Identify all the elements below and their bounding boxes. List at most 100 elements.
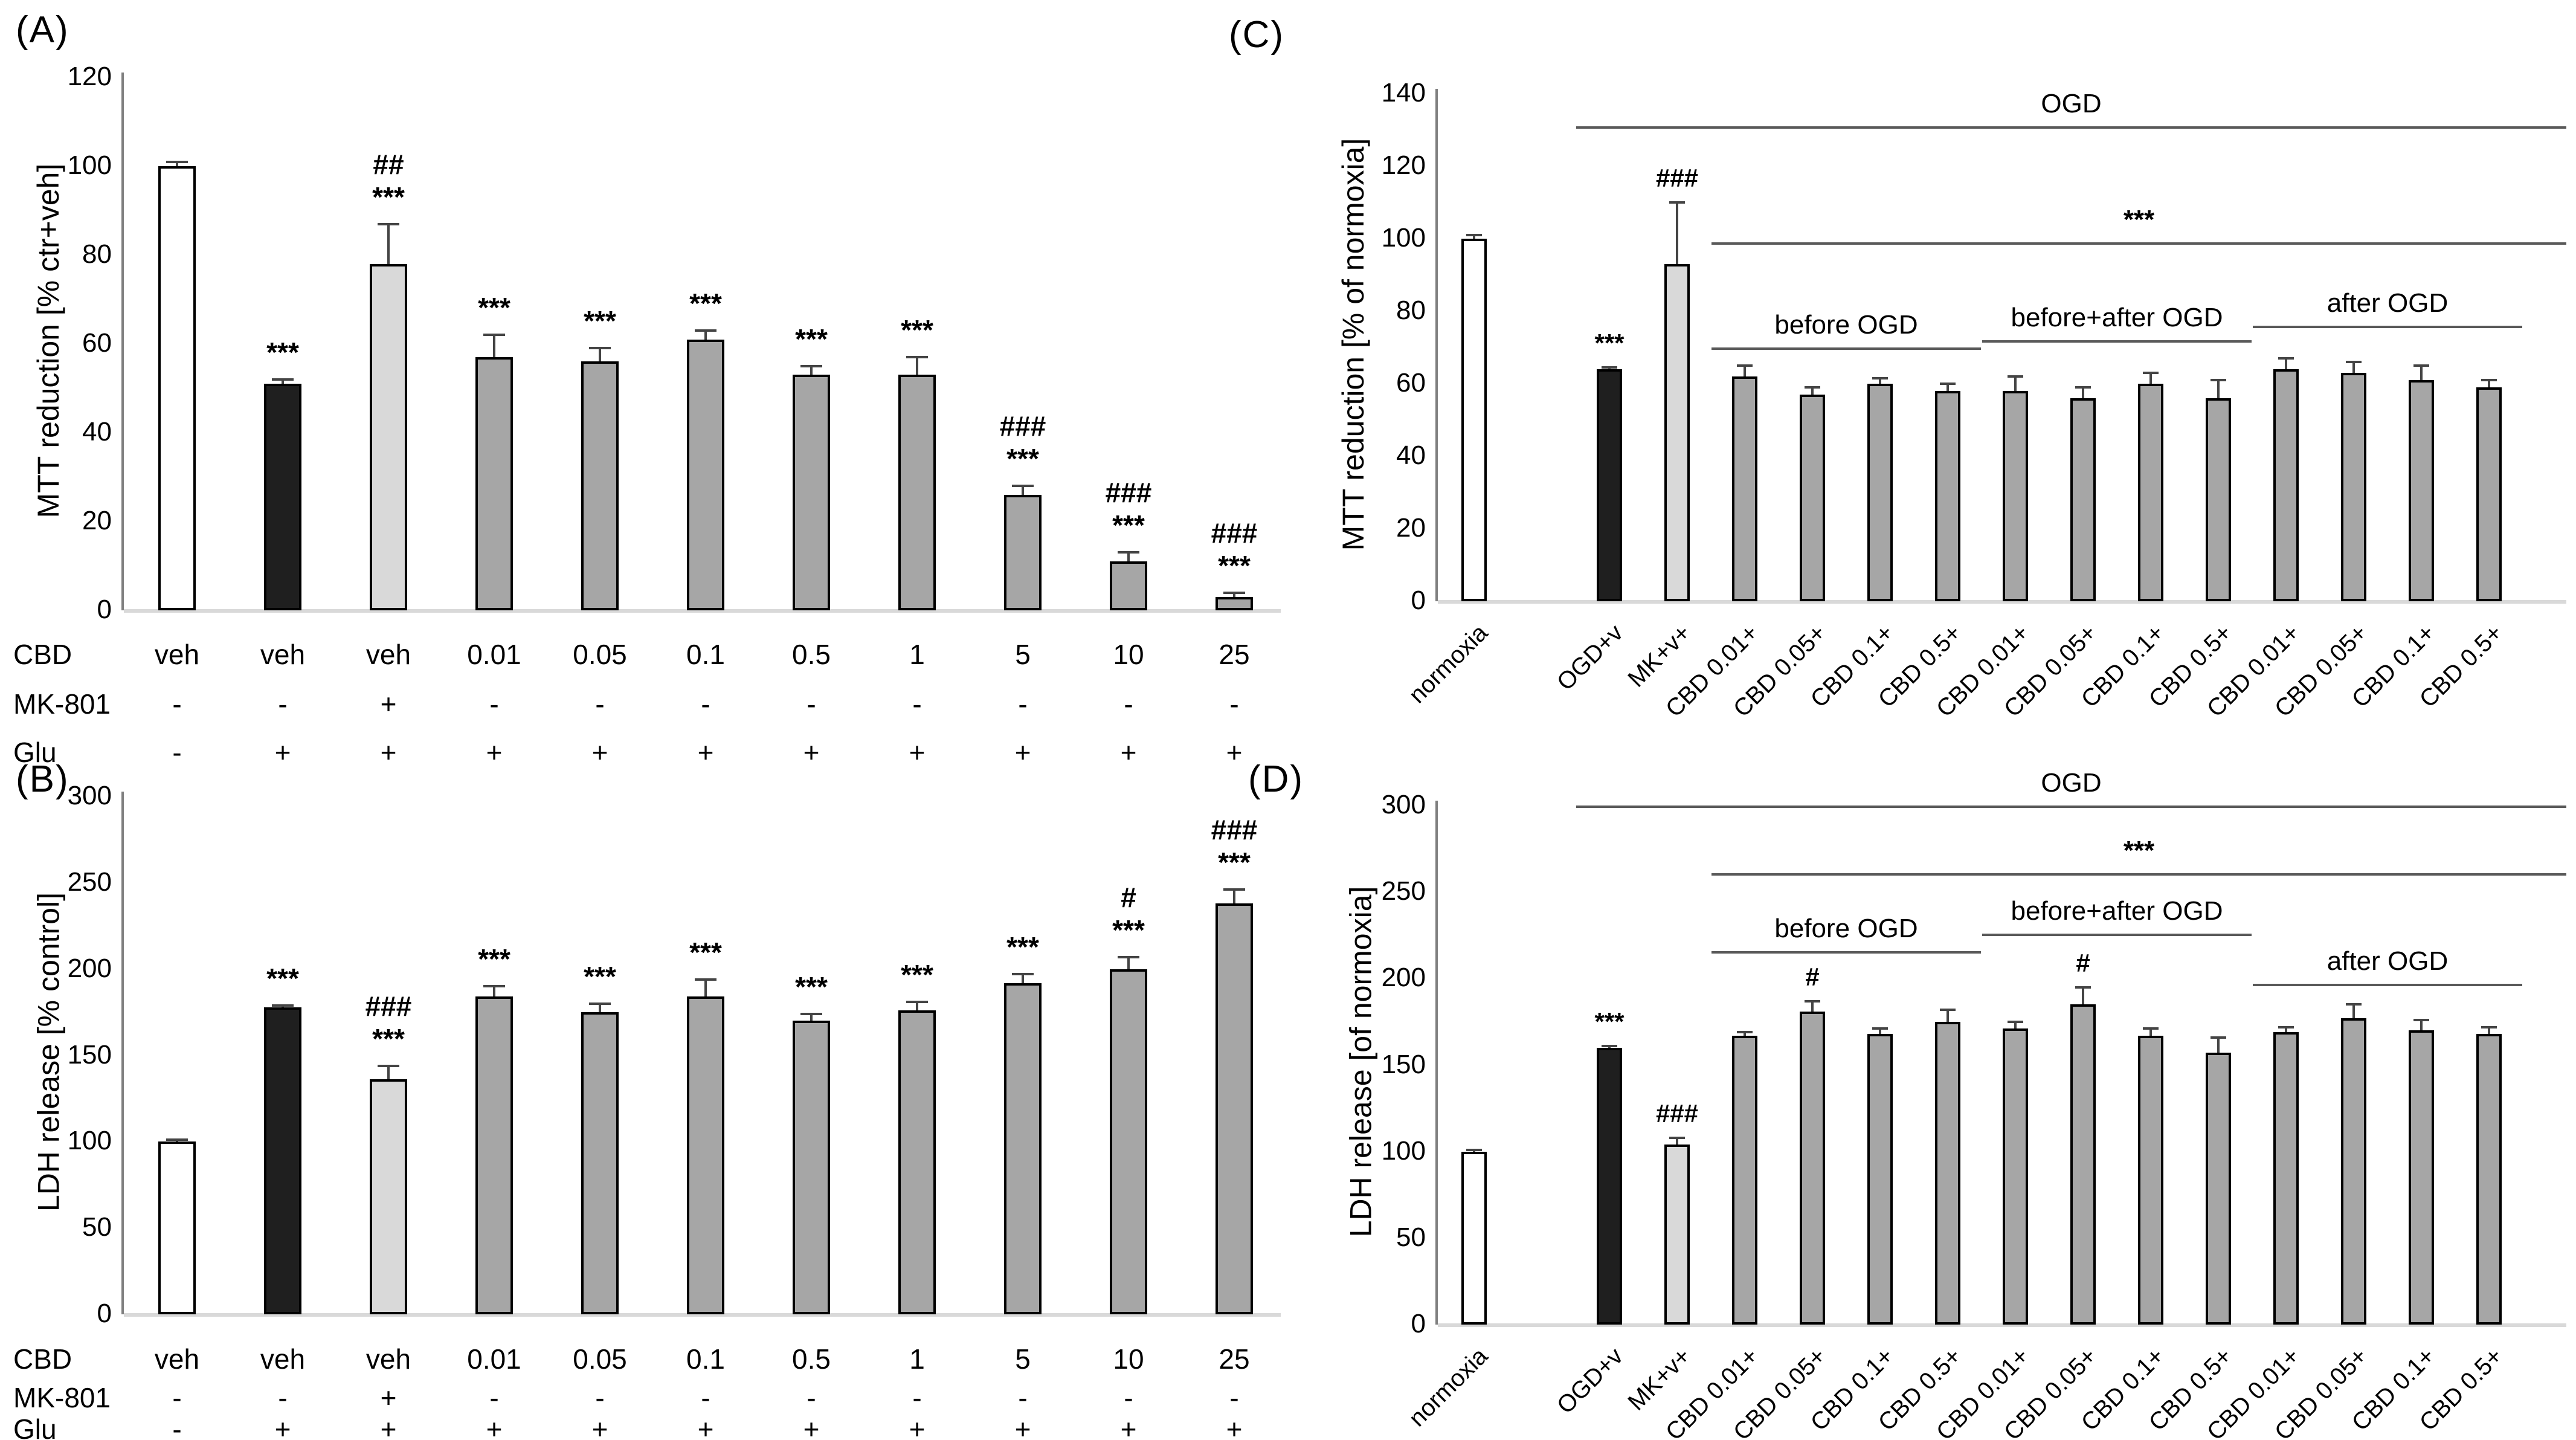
significance-annotation: *** [503,961,697,994]
error-bar-cap [2413,1019,2429,1022]
treatment-table-cell: + [380,737,397,768]
treatment-table-header: Glu [13,737,57,768]
significance-symbol: *** [795,323,828,355]
error-bar-stem [1811,1001,1814,1012]
treatment-table-cell: + [380,1413,397,1440]
bar-D-11 [2273,1032,2299,1325]
bar-C-5 [1867,384,1893,601]
error-bar-cap [800,364,822,367]
error-bar-cap [2278,1025,2294,1028]
y-axis-line [121,792,124,1314]
error-bar-cap [1012,485,1034,488]
bar-C-10 [2206,398,2231,601]
bar-A-7 [898,375,936,610]
error-bar-stem [599,348,601,362]
error-bar-stem [2082,987,2084,1005]
bar-D-6 [1935,1021,1960,1325]
y-axis-line [121,73,124,610]
treatment-table-cell: + [486,737,503,768]
bracket-label-before-ogd: before OGD [1774,913,1918,943]
significance-symbol: *** [1112,914,1145,946]
error-bar-stem [2014,1021,2017,1029]
bar-C-1 [1597,369,1622,601]
treatment-table-cell: + [909,1413,926,1440]
treatment-table-cell: 0.05 [573,1343,627,1375]
bar-C-0 [1461,239,1487,601]
bracket-label-after-ogd: after OGD [2326,946,2449,976]
error-bar-cap [1012,973,1034,976]
significance-symbol: ### [1105,477,1152,509]
significance-symbol: *** [689,287,722,319]
significance-symbol: *** [1594,1007,1624,1036]
treatment-table-cell: 25 [1219,1343,1250,1375]
error-bar-stem [1473,235,1475,239]
error-bar-stem [387,1065,390,1080]
bar-D-4 [1800,1011,1825,1325]
y-tick-label: 0 [1411,1309,1426,1338]
treatment-table-cell: - [595,1382,605,1413]
bar-C-2 [1664,264,1690,601]
error-bar-stem [493,986,495,997]
y-tick-label: 200 [1381,963,1426,993]
significance-annotation: *** [186,337,379,370]
error-bar-stem [1879,378,1881,384]
y-tick-label: 60 [82,328,112,358]
error-bar-cap [2075,986,2091,989]
significance-symbol: ### [999,410,1046,442]
y-tick-label: 100 [1381,223,1426,253]
treatment-table-cell: 1 [909,1343,925,1375]
significance-annotation: *** [715,971,908,1004]
x-category-label: normoxia [1403,619,1493,709]
significance-annotation: ### *** [292,990,485,1056]
treatment-table-cell: 25 [1219,639,1250,670]
treatment-table-cell: - [172,688,182,720]
bar-D-7 [2003,1028,2028,1325]
error-bar-cap [166,160,188,163]
bar-D-0 [1461,1151,1487,1325]
error-bar-cap [2211,1036,2226,1039]
y-tick-label: 120 [1381,150,1426,180]
y-axis-line [1435,801,1438,1325]
error-bar-cap [1737,364,1753,367]
treatment-table-cell: - [1229,688,1239,720]
x-baseline [124,609,1281,613]
error-bar-cap [166,1138,188,1141]
error-bar-cap [2008,1020,2023,1023]
treatment-table-cell: + [591,1413,608,1440]
bracket-label--: *** [2123,205,2155,234]
y-axis-line [1435,89,1438,601]
error-bar-cap [1872,377,1888,379]
treatment-table-cell: veh [260,639,306,670]
error-bar-stem [2082,387,2084,398]
error-bar-cap [1669,1136,1685,1139]
significance-annotation: *** [1513,1007,1706,1036]
error-bar-stem [916,357,918,375]
treatment-table-header: MK-801 [13,1382,111,1413]
bar-C-11 [2273,369,2299,601]
x-category-label: normoxia [1403,1343,1493,1432]
error-bar-stem [493,335,495,358]
significance-symbol: *** [584,960,616,992]
error-bar-stem [1022,974,1024,983]
error-bar-stem [176,161,178,166]
y-tick-label: 300 [67,781,112,810]
significance-symbol: *** [372,181,405,213]
error-bar-cap [2143,1027,2159,1030]
significance-annotation: *** [186,963,379,996]
treatment-table-cell: - [1018,1382,1028,1413]
bracket-label-ogd: OGD [2041,768,2102,798]
treatment-table-cell: - [1229,1382,1239,1413]
bar-A-5 [687,339,724,610]
error-bar-cap [1223,591,1245,594]
x-baseline [1438,600,2566,604]
error-bar-cap [483,985,505,988]
bar-C-12 [2341,373,2366,601]
treatment-table-cell: + [591,737,608,768]
treatment-table-header: Glu [13,1413,57,1440]
significance-annotation: *** [715,323,908,357]
y-tick-label: 40 [1396,441,1426,470]
significance-symbol: # [2076,948,2090,977]
error-bar-cap [2143,372,2159,374]
error-bar-stem [1233,890,1235,904]
treatment-table-cell: - [278,688,288,720]
